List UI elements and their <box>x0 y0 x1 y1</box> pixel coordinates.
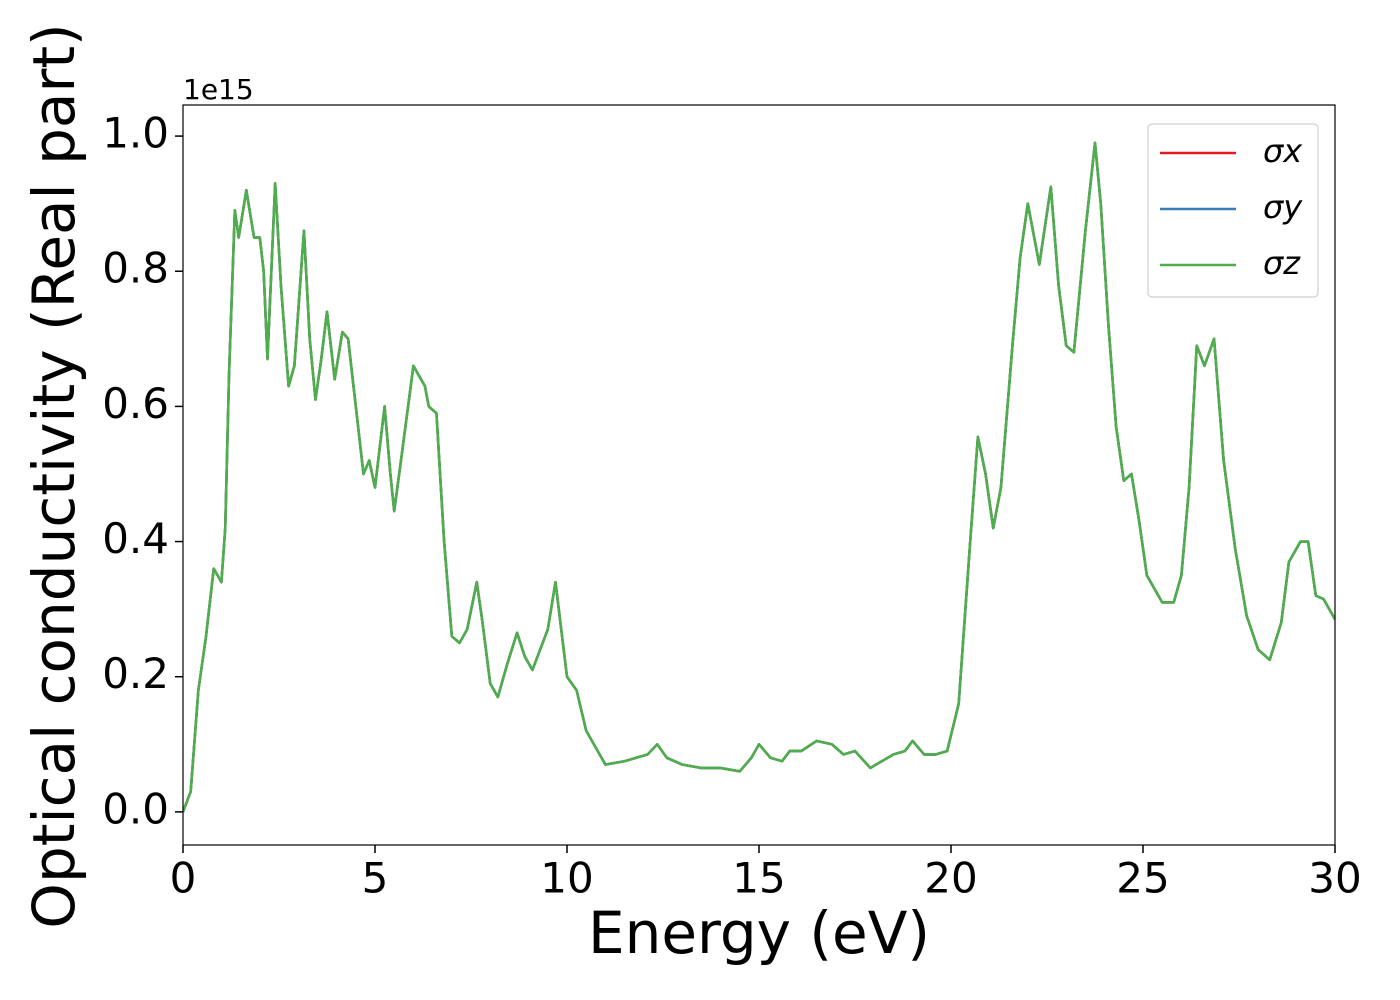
x-tick-label: 15 <box>732 854 785 903</box>
x-tick-label: 30 <box>1308 854 1361 903</box>
x-tick-label: 5 <box>362 854 389 903</box>
x-tick-label: 20 <box>924 854 977 903</box>
legend-label: σx <box>1263 132 1303 170</box>
plot-frame <box>182 104 1336 846</box>
y-tick-label: 0.6 <box>102 379 169 428</box>
legend-box <box>1147 123 1319 298</box>
x-axis-label: Energy (eV) <box>588 899 930 967</box>
y-tick-label: 0.4 <box>102 514 169 563</box>
legend-label: σz <box>1263 244 1301 282</box>
y-tick-label: 0.2 <box>102 649 169 698</box>
series-line <box>183 141 1335 813</box>
x-tick-label: 10 <box>540 854 593 903</box>
y-tick-label: 1.0 <box>102 109 169 158</box>
y-tick-label: 0.0 <box>102 784 169 833</box>
offset-text: 1e15 <box>183 73 254 106</box>
x-tick-label: 0 <box>170 854 197 903</box>
x-tick-label: 25 <box>1116 854 1169 903</box>
legend-label: σy <box>1263 188 1303 226</box>
y-axis-label: Optical conductivity (Real part) <box>20 23 88 928</box>
y-tick-label: 0.8 <box>102 244 169 293</box>
